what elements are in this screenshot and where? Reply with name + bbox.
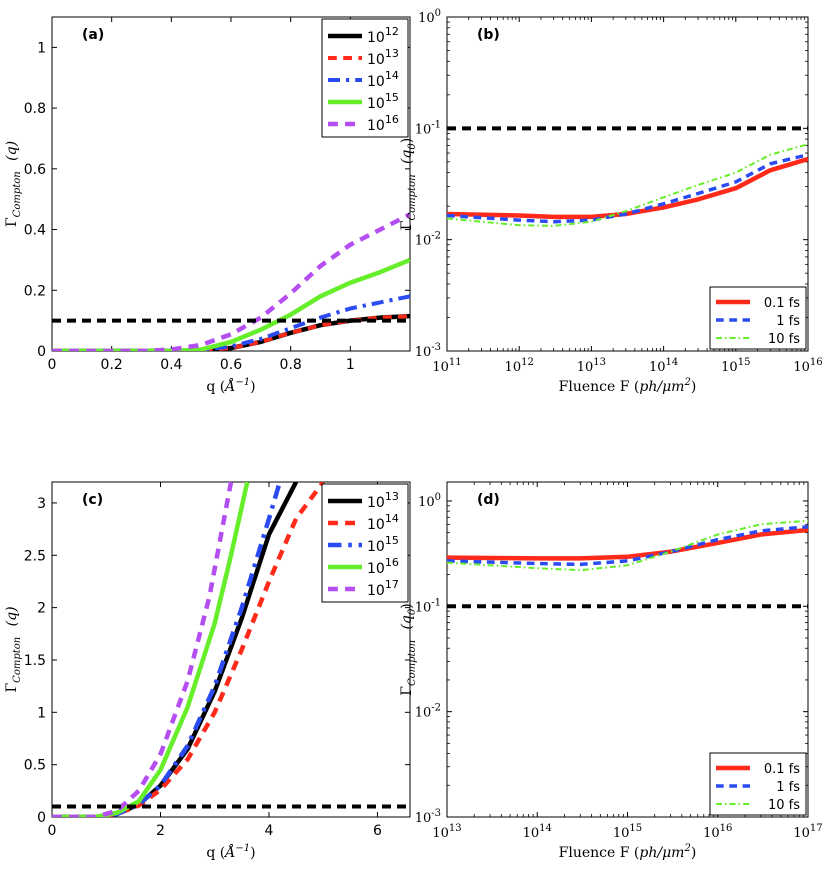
x-tick-label: 1016 <box>793 357 822 375</box>
y-tick-label: 10-2 <box>415 703 441 721</box>
legend-label: 1015 <box>367 534 399 555</box>
series-line <box>52 482 250 817</box>
series-line <box>52 294 410 351</box>
x-tick-label: 1011 <box>432 357 461 375</box>
legend: 0.1 fs 1 fs 10 fs <box>709 752 807 816</box>
y-tick-label: 100 <box>418 492 441 510</box>
series-line <box>447 519 808 572</box>
y-tick-label: 0.6 <box>24 162 46 178</box>
panel-b: 1011 1012 1013 1014 1015 1016 10-3 10-2 10-1 100 F… <box>399 8 823 395</box>
x-tick-label: 0 <box>48 823 57 839</box>
legend-label: 0.1 fs <box>764 762 800 777</box>
axes-box <box>446 16 809 352</box>
series-line <box>52 482 282 817</box>
legend-label: 1017 <box>367 578 399 599</box>
y-tick-label: 0.8 <box>24 101 46 117</box>
x-tick-label: 1012 <box>505 357 534 375</box>
x-axis-label: Fluence F (ph/μm2) <box>559 377 697 395</box>
x-axis-label: q (Å−1) <box>206 377 255 395</box>
x-axis-label: q (Å−1) <box>206 843 255 861</box>
y-axis-label: ΓCompton (q) <box>4 141 23 227</box>
y-tick-label: 0.2 <box>24 283 46 299</box>
legend-label: 1016 <box>367 113 399 134</box>
series-line <box>447 156 808 220</box>
legend-label: 1015 <box>367 91 399 112</box>
x-tick-label: 1015 <box>721 357 750 375</box>
y-tick-label: 10-1 <box>415 119 441 137</box>
plot-area <box>447 126 808 227</box>
legend-label: 1014 <box>367 512 399 533</box>
x-tick-label: 4 <box>265 823 274 839</box>
x-tick-label: 1013 <box>577 357 606 375</box>
y-tick-label: 2 <box>37 601 46 617</box>
y-tick-label: 10-1 <box>415 597 441 615</box>
panel-a: 0 0.2 0.4 0.6 0.8 1 0 0.2 0.4 0.6 0.8 1 q (Å−1) ΓComp… <box>4 16 411 395</box>
x-tick-label: 1016 <box>703 823 732 841</box>
x-tick-label: 1014 <box>523 823 552 841</box>
x-tick-label: 2 <box>156 823 165 839</box>
panel-label: (b) <box>477 27 500 43</box>
x-tick-label: 1 <box>346 357 355 373</box>
plot-area <box>52 482 410 817</box>
plot-area <box>52 212 410 351</box>
panel-c: 0 2 4 6 0 0.5 1 1.5 2 2.5 3 q (Å−1) ΓCompton (q) (c) 1… <box>4 481 411 861</box>
x-tick-label: 0.6 <box>220 357 242 373</box>
x-tick-label: 0.2 <box>101 357 123 373</box>
y-tick-label: 1 <box>37 705 46 721</box>
y-tick-label: 2.5 <box>24 548 46 564</box>
x-tick-label: 0.4 <box>160 357 182 373</box>
x-tick-label: 1015 <box>613 823 642 841</box>
series-line <box>447 143 808 227</box>
x-axis-label: Fluence F (ph/μm2) <box>559 843 697 861</box>
y-tick-label: 0.4 <box>24 223 46 239</box>
legend-label: 0.1 fs <box>764 296 800 311</box>
panel-d: 1013 1014 1015 1016 1017 10-3 10-2 10-1 100 Fluen… <box>399 481 823 861</box>
legend-label: 1 fs <box>776 780 800 795</box>
plot-area <box>447 519 808 609</box>
series-line <box>447 527 808 561</box>
legend: 0.1 fs 1 fs 10 fs <box>709 286 807 350</box>
y-axis-label: ΓCompton (q0) <box>399 603 418 695</box>
series-line <box>52 482 299 817</box>
series-line <box>52 212 410 351</box>
y-tick-label: 100 <box>418 8 441 26</box>
x-tick-label: 6 <box>373 823 382 839</box>
legend-label: 1 fs <box>776 314 800 329</box>
x-tick-label: 0.8 <box>280 357 302 373</box>
legend-label: 1012 <box>367 25 399 46</box>
x-tick-label: 1017 <box>793 823 822 841</box>
panel-label: (c) <box>82 492 103 508</box>
panel-label: (a) <box>82 27 104 43</box>
y-tick-label: 3 <box>37 496 46 512</box>
y-tick-label: 10-3 <box>415 808 441 826</box>
legend-label: 1016 <box>367 556 399 577</box>
series-line <box>447 524 808 567</box>
y-tick-label: 1 <box>37 40 46 56</box>
series-line <box>52 257 410 351</box>
y-tick-label: 0.5 <box>24 758 46 774</box>
y-axis-label: ΓCompton (q0) <box>399 138 418 230</box>
y-tick-label: 0 <box>37 810 46 826</box>
x-tick-label: 1014 <box>649 357 678 375</box>
legend-label: 10 fs <box>768 332 800 347</box>
legend-label: 10 fs <box>768 798 800 813</box>
y-tick-label: 10-3 <box>415 342 441 360</box>
y-tick-label: 0 <box>37 344 46 360</box>
legend-label: 1014 <box>367 69 399 90</box>
series-line <box>447 152 808 224</box>
legend-label: 1013 <box>367 47 399 68</box>
series-line <box>52 482 326 817</box>
y-tick-label: 10-2 <box>415 231 441 249</box>
x-tick-label: 1013 <box>432 823 461 841</box>
legend-label: 1013 <box>367 490 399 511</box>
y-tick-label: 1.5 <box>24 653 46 669</box>
y-axis-label: ΓCompton (q) <box>4 606 23 692</box>
x-tick-label: 0 <box>48 357 57 373</box>
panel-label: (d) <box>477 492 500 508</box>
